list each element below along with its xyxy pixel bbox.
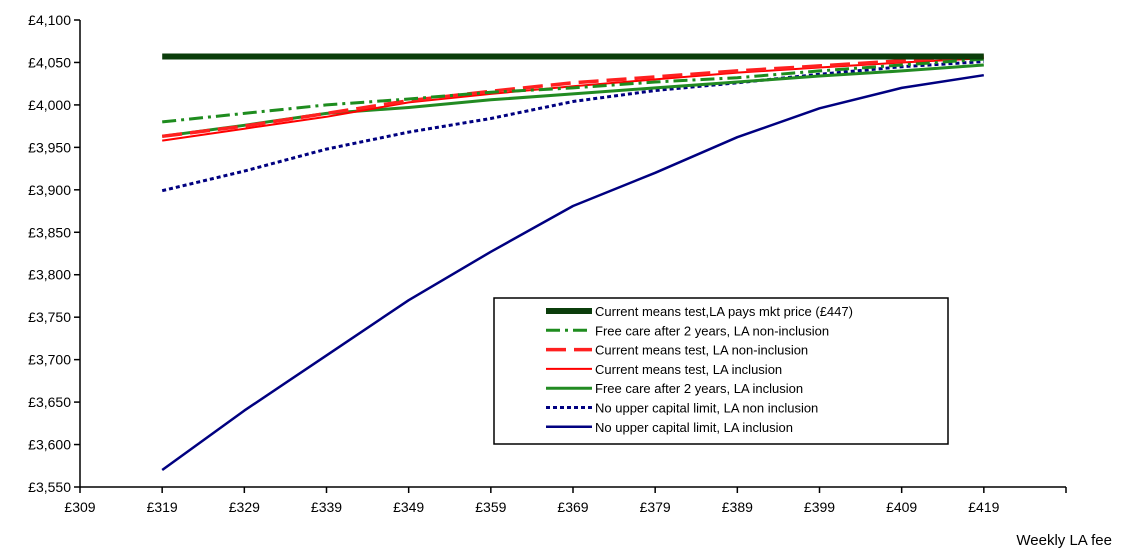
legend: Current means test,LA pays mkt price (£4…: [493, 297, 949, 445]
x-tick-label: £359: [475, 499, 506, 515]
y-tick-label: £3,850: [28, 224, 71, 240]
x-tick-label: £379: [640, 499, 671, 515]
y-tick-label: £3,950: [28, 139, 71, 155]
y-tick-label: £3,750: [28, 309, 71, 325]
x-tick-label: £369: [557, 499, 588, 515]
y-tick-label: £3,650: [28, 394, 71, 410]
x-tick-label: £329: [229, 499, 260, 515]
y-tick-label: £3,900: [28, 182, 71, 198]
y-tick-label: £4,100: [28, 12, 71, 28]
legend-box: [493, 297, 949, 445]
y-tick-label: £4,050: [28, 54, 71, 70]
x-axis-title: Weekly LA fee: [1016, 532, 1112, 549]
y-tick-label: £3,700: [28, 352, 71, 368]
x-tick-label: £419: [968, 499, 999, 515]
y-tick-label: £3,550: [28, 479, 71, 495]
x-tick-label: £399: [804, 499, 835, 515]
axes: £3,550 £3,600 £3,650 £3,700 £3,750 £3,800 £3,8…: [28, 12, 1067, 515]
series-line-3: [161, 54, 984, 139]
legend-label-4: Current means test, LA inclusion: [595, 362, 782, 377]
legend-label-2: Free care after 2 years, LA non-inclusio…: [595, 323, 829, 338]
y-tick-label: £3,800: [28, 267, 71, 283]
x-tick-label: £309: [64, 499, 95, 515]
y-tick-label: £3,600: [28, 437, 71, 453]
series-line-7: [161, 73, 984, 472]
legend-label-7: No upper capital limit, LA inclusion: [595, 420, 793, 435]
legend-label-1: Current means test,LA pays mkt price (£4…: [595, 304, 853, 319]
series-layer: [161, 53, 984, 472]
x-tick-label: £339: [311, 499, 342, 515]
x-tick-label: £409: [886, 499, 917, 515]
series-line-2: [162, 57, 984, 124]
legend-label-3: Current means test, LA non-inclusion: [595, 343, 808, 358]
x-tick-label: £319: [147, 499, 178, 515]
x-tick-label: £349: [393, 499, 424, 515]
series-line-5: [162, 63, 984, 138]
legend-label-5: Free care after 2 years, LA inclusion: [595, 381, 803, 396]
x-tick-label: £389: [722, 499, 753, 515]
y-tick-label: £4,000: [28, 97, 71, 113]
legend-label-6: No upper capital limit, LA non inclusion: [595, 401, 818, 416]
series-line-6: [161, 60, 984, 193]
